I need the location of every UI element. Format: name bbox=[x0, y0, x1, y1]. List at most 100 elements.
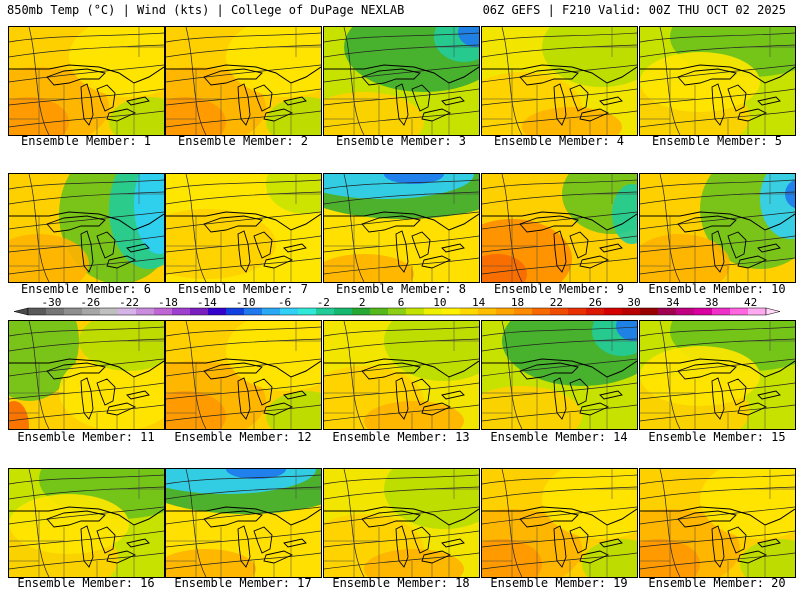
member-label: Ensemble Member: 6 bbox=[20, 282, 152, 296]
member-label: Ensemble Member: 7 bbox=[177, 282, 309, 296]
country-border bbox=[324, 358, 479, 378]
great-lake-outline bbox=[237, 525, 251, 568]
wind-contour-line bbox=[166, 326, 321, 337]
wind-contour-line bbox=[640, 32, 795, 43]
wind-contour-line bbox=[324, 32, 479, 43]
great-lake-outline bbox=[553, 377, 567, 420]
great-lake-outline bbox=[441, 96, 465, 106]
country-border bbox=[9, 64, 164, 84]
country-border bbox=[166, 211, 321, 231]
colorbar-tick-label: -18 bbox=[158, 298, 178, 309]
wind-contour-line bbox=[501, 174, 523, 282]
wind-contour-line bbox=[324, 530, 479, 548]
wind-contour-line bbox=[28, 321, 50, 429]
wind-contour-line bbox=[185, 321, 207, 429]
wind-contour-line bbox=[9, 530, 164, 548]
member-map-panel bbox=[8, 468, 165, 578]
great-lake-outline bbox=[579, 255, 610, 269]
great-lake-outline bbox=[421, 255, 452, 269]
country-border bbox=[482, 64, 637, 84]
member-map-panel bbox=[8, 320, 165, 430]
wind-contour-line bbox=[324, 211, 479, 230]
wind-contour-line bbox=[166, 179, 321, 190]
wind-contour-line bbox=[324, 338, 479, 352]
member-map-panel bbox=[8, 26, 165, 136]
wind-contour-line bbox=[482, 358, 637, 377]
great-lake-outline bbox=[441, 538, 465, 548]
wind-contour-line bbox=[640, 338, 795, 352]
great-lake-outline bbox=[553, 525, 567, 568]
wind-contour-line bbox=[9, 179, 164, 190]
great-lake-outline bbox=[80, 525, 94, 568]
great-lake-outline bbox=[737, 255, 768, 269]
great-lake-outline bbox=[361, 68, 421, 86]
colorbar-tick-label: -30 bbox=[41, 298, 61, 309]
member-map-panel bbox=[323, 468, 480, 578]
temperature-field-blob bbox=[79, 321, 164, 371]
country-border bbox=[166, 506, 321, 526]
great-lake-outline bbox=[411, 84, 431, 112]
great-lake-outline bbox=[361, 510, 421, 528]
great-lake-outline bbox=[361, 362, 421, 380]
country-border bbox=[324, 506, 479, 526]
great-lake-outline bbox=[106, 402, 137, 416]
great-lake-outline bbox=[106, 255, 137, 269]
great-lake-outline bbox=[441, 390, 465, 400]
great-lake-outline bbox=[80, 377, 94, 420]
temperature-field-blob bbox=[364, 401, 464, 429]
country-border bbox=[9, 506, 164, 526]
wind-contour-line bbox=[640, 506, 795, 525]
great-lake-outline bbox=[46, 362, 106, 380]
wind-contour-line bbox=[28, 27, 50, 135]
member-map bbox=[324, 27, 479, 135]
member-map bbox=[640, 469, 795, 577]
colorbar-tick-label: 30 bbox=[627, 298, 640, 309]
wind-contour-line bbox=[9, 382, 164, 400]
temperature-field-blob bbox=[9, 401, 29, 429]
member-label: Ensemble Member: 2 bbox=[177, 134, 309, 148]
wind-contour-line bbox=[640, 326, 795, 337]
wind-contour-line bbox=[166, 44, 321, 58]
great-lake-outline bbox=[237, 230, 251, 273]
colorbar-tick-label: 26 bbox=[589, 298, 602, 309]
country-border bbox=[640, 358, 795, 378]
great-lake-outline bbox=[757, 538, 781, 548]
colorbar-swatch bbox=[64, 308, 83, 315]
member-label: Ensemble Member: 8 bbox=[335, 282, 467, 296]
great-lake-outline bbox=[677, 68, 737, 86]
great-lake-outline bbox=[553, 230, 567, 273]
member-map bbox=[482, 174, 637, 282]
great-lake-outline bbox=[203, 362, 263, 380]
member-label: Ensemble Member: 9 bbox=[493, 282, 625, 296]
great-lake-outline bbox=[237, 377, 251, 420]
colorbar-tick-label: -22 bbox=[119, 298, 139, 309]
member-map bbox=[640, 321, 795, 429]
colorbar-swatch bbox=[730, 308, 749, 315]
colorbar-swatch bbox=[712, 308, 731, 315]
great-lake-outline bbox=[519, 362, 579, 380]
wind-contour-line bbox=[482, 88, 637, 106]
great-lake-outline bbox=[519, 510, 579, 528]
great-lake-outline bbox=[569, 231, 589, 259]
colorbar-swatch bbox=[604, 308, 623, 315]
great-lake-outline bbox=[96, 526, 116, 554]
colorbar-swatch bbox=[586, 308, 605, 315]
colorbar-tick-label: 2 bbox=[359, 298, 366, 309]
temperature-field-blob bbox=[266, 391, 321, 429]
wind-contour-line bbox=[9, 326, 164, 337]
great-lake-outline bbox=[711, 83, 725, 126]
great-lake-outline bbox=[263, 255, 294, 269]
member-label: Ensemble Member: 20 bbox=[648, 576, 786, 590]
colorbar-tick-label: -14 bbox=[197, 298, 217, 309]
great-lake-outline bbox=[737, 108, 768, 122]
member-map-panel bbox=[639, 26, 796, 136]
member-label: Ensemble Member: 15 bbox=[648, 430, 786, 444]
header-right-title: 06Z GEFS | F210 Valid: 00Z THU OCT 02 20… bbox=[482, 3, 786, 17]
wind-contour-line bbox=[166, 191, 321, 205]
colorbar-swatch bbox=[424, 308, 443, 315]
wind-contour-line bbox=[185, 469, 207, 577]
great-lake-outline bbox=[203, 215, 263, 233]
country-border bbox=[9, 211, 164, 231]
member-map-panel bbox=[8, 173, 165, 283]
country-border bbox=[482, 211, 637, 231]
